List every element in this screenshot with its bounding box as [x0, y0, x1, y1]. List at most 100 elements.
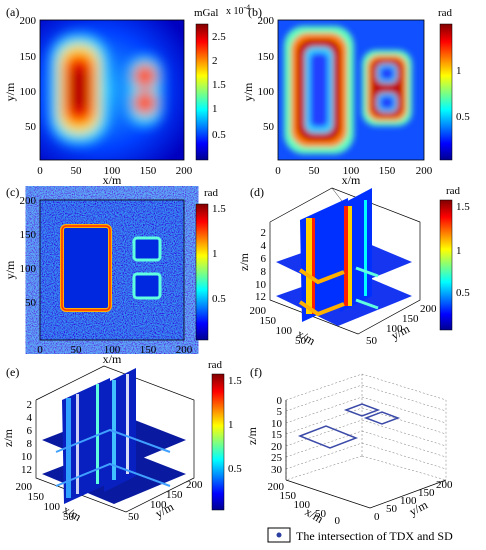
z-tick-label: 5 [277, 406, 283, 418]
z-tick-label: 0 [277, 395, 283, 407]
x-tick-label: 200 [416, 165, 433, 177]
z-axis-label-e: z/m [1, 428, 15, 447]
x-tick-label: 100 [104, 165, 121, 177]
z-ticks-f: 0 5 10 15 20 25 30 [271, 395, 283, 476]
z-ticks-d: 2 4 6 8 10 12 [255, 227, 267, 303]
panel-e: (e) 2 4 6 8 10 12 z/m 200 150 [1, 359, 242, 524]
x-ticks-b: 0 50 100 150 200 [275, 165, 433, 177]
y-tick-label: 150 [20, 229, 37, 241]
x-tick-label: 200 [176, 165, 193, 177]
slices-d [276, 188, 412, 326]
x-tick-label: 200 [176, 344, 193, 356]
y-tick-label: 150 [418, 487, 435, 499]
panel-d: (d) 2 4 6 8 10 12 z/m [237, 185, 470, 348]
x-tick-label: 0 [37, 344, 43, 356]
panel-label-e: (e) [6, 365, 19, 379]
x-tick-label: 150 [28, 491, 45, 503]
z-tick-label: 30 [271, 464, 283, 476]
x-tick-label: 100 [276, 325, 293, 337]
x-tick-label: 150 [140, 165, 157, 177]
panel-label-a: (a) [6, 5, 19, 19]
y-tick-label: 150 [402, 313, 419, 325]
colorbar-unit-a: mGal [194, 7, 218, 19]
z-tick-label: 20 [271, 441, 283, 453]
x-ticks-e: 200 150 100 50 [16, 481, 75, 523]
x-tick-label: 100 [343, 165, 360, 177]
z-tick-label: 25 [271, 452, 283, 464]
x-tick-label: 50 [63, 511, 75, 523]
x-tick-label: 0 [37, 165, 43, 177]
x-axis-label-c: x/m [103, 352, 122, 366]
outline-large-body [297, 425, 359, 449]
legend-marker-icon [276, 532, 282, 538]
colorbar-tick: 2.5 [212, 31, 226, 43]
panel-label-b: (b) [248, 5, 262, 19]
x-axis-label-a: x/m [103, 173, 122, 187]
colorbar-e: rad 0.5 1 1.5 [208, 359, 242, 511]
slices-e [42, 368, 186, 504]
heatmap-a [40, 20, 184, 160]
panel-label-d: (d) [250, 185, 264, 199]
x-tick-label: 50 [315, 508, 327, 520]
x-tick-label: 100 [104, 344, 121, 356]
panel-label-f: (f) [250, 365, 262, 379]
colorbar-tick: 1 [228, 419, 234, 431]
y-axis-label-c: y/m [3, 260, 17, 279]
y-tick-label: 200 [436, 479, 453, 491]
panel-label-c: (c) [6, 185, 19, 199]
x-ticks-c: 0 50 100 150 200 [37, 344, 193, 356]
legend-text: The intersection of TDX and SD [296, 529, 453, 543]
y-ticks-e: 50 100 150 200 [128, 479, 203, 523]
panel-a: (a) 0 50 100 150 200 x/m 50 100 150 200 … [3, 3, 250, 187]
z-tick-label: 10 [271, 418, 283, 430]
y-tick-label: 50 [263, 121, 275, 133]
colorbar-tick: 0.5 [212, 129, 226, 141]
x-ticks-f: 200 150 100 50 0 [268, 481, 341, 527]
x-tick-label: 50 [71, 165, 83, 177]
z-tick-label: 4 [27, 412, 33, 424]
z-tick-label: 10 [21, 451, 33, 463]
heatmap-b [278, 20, 424, 160]
z-tick-label: 8 [27, 438, 33, 450]
y-tick-label: 50 [386, 503, 398, 515]
y-tick-label: 100 [20, 86, 37, 98]
y-tick-label: 200 [20, 15, 37, 27]
x-tick-label: 0 [275, 165, 281, 177]
colorbar-multiplier-a: x 10-4 [226, 3, 250, 17]
x-tick-label: 50 [295, 335, 307, 347]
x-tick-label: 200 [250, 305, 267, 317]
z-tick-label: 6 [27, 425, 33, 437]
z-tick-label: 10 [255, 279, 267, 291]
colorbar-tick: 1.5 [212, 79, 226, 91]
y-tick-label: 100 [386, 323, 403, 335]
colorbar-unit-c: rad [204, 187, 219, 199]
y-tick-label: 150 [166, 489, 183, 501]
outline-small-body-2 [363, 411, 401, 425]
y-tick-label: 200 [420, 303, 437, 315]
box-e [35, 365, 195, 513]
x-ticks-d: 200 150 100 50 [250, 305, 307, 347]
heatmap-c [40, 200, 184, 340]
z-tick-label: 8 [261, 266, 267, 278]
x-tick-label: 150 [280, 490, 297, 502]
y-axis-label-b: y/m [241, 82, 255, 101]
legend: The intersection of TDX and SD [267, 527, 453, 543]
colorbar-unit-d: rad [446, 185, 461, 197]
z-tick-label: 12 [21, 464, 32, 476]
colorbar-tick: 1 [456, 245, 462, 257]
colorbar-tick: 1.5 [228, 375, 242, 387]
z-tick-label: 12 [255, 291, 266, 303]
y-tick-label: 0 [374, 511, 380, 523]
colorbar-b: rad 0.5 1 [438, 7, 470, 161]
y-tick-label: 100 [258, 86, 275, 98]
y-tick-label: 200 [258, 15, 275, 27]
z-ticks-e: 2 4 6 8 10 12 [21, 399, 33, 476]
x-tick-label: 50 [309, 165, 321, 177]
colorbar-unit-e: rad [208, 359, 223, 371]
colorbar-tick: 0.5 [456, 287, 470, 299]
y-axis-label-a: y/m [3, 82, 17, 101]
box-f-edges [285, 400, 447, 509]
y-ticks-d: 50 100 150 200 [366, 303, 437, 347]
x-tick-label: 50 [71, 344, 83, 356]
x-ticks-a: 0 50 100 150 200 [37, 165, 193, 177]
